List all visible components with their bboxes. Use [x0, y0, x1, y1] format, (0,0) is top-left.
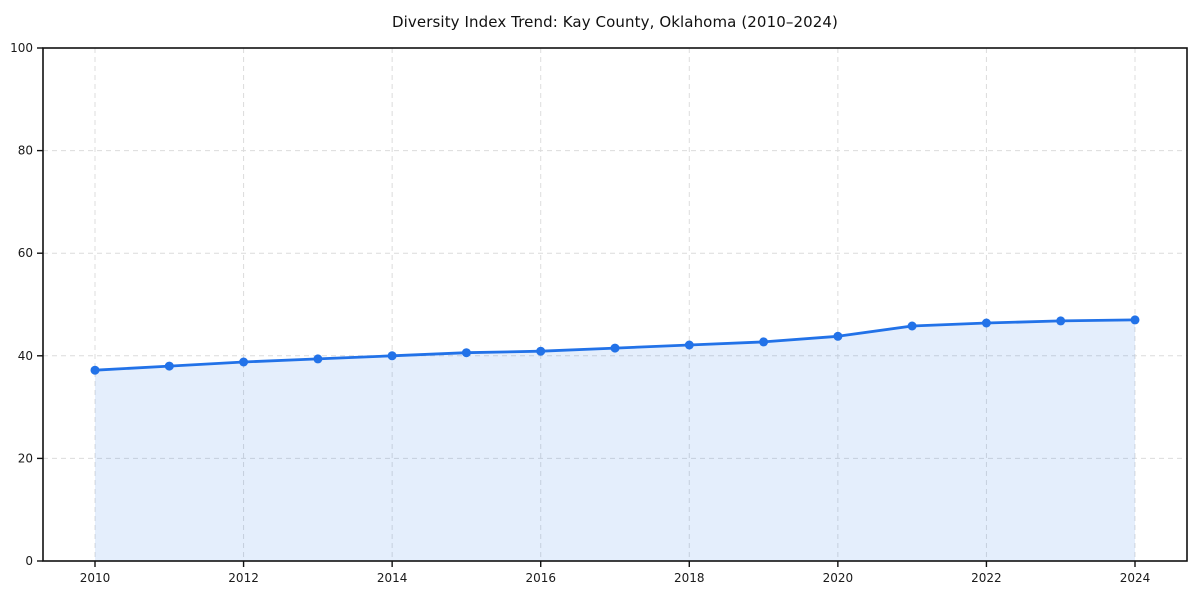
plot-border	[42, 47, 1188, 562]
y-axis-tick-label: 100	[10, 41, 33, 55]
data-point-marker	[907, 321, 917, 331]
data-point-marker	[239, 357, 249, 367]
x-axis-tick-label: 2024	[1120, 571, 1151, 585]
data-point-marker	[684, 340, 694, 350]
y-axis-tick-label: 60	[18, 246, 33, 260]
x-axis-tick-label: 2012	[228, 571, 259, 585]
series-area-fill	[95, 319, 1135, 561]
x-axis-tick-label: 2010	[80, 571, 111, 585]
data-point-marker	[164, 361, 174, 371]
x-axis-tick-label: 2022	[971, 571, 1002, 585]
y-axis-tick-label: 80	[18, 144, 33, 158]
y-axis-tick-label: 0	[25, 554, 33, 568]
data-point-marker	[981, 318, 991, 328]
x-axis-tick-label: 2020	[823, 571, 854, 585]
x-axis-tick-label: 2016	[525, 571, 556, 585]
data-point-marker	[387, 351, 397, 361]
chart-title: Diversity Index Trend: Kay County, Oklah…	[392, 13, 838, 31]
data-point-marker	[90, 365, 100, 375]
x-axis-tick-label: 2014	[377, 571, 408, 585]
x-axis-tick-label: 2018	[674, 571, 705, 585]
data-point-marker	[759, 337, 769, 347]
data-point-marker	[1130, 315, 1140, 325]
data-point-marker	[610, 343, 620, 353]
data-point-marker	[1056, 316, 1066, 326]
data-point-marker	[833, 331, 843, 341]
data-point-marker	[461, 348, 471, 358]
data-point-marker	[536, 346, 546, 356]
y-axis-tick-label: 40	[18, 349, 33, 363]
data-point-marker	[313, 354, 323, 364]
y-axis-tick-label: 20	[18, 451, 33, 465]
